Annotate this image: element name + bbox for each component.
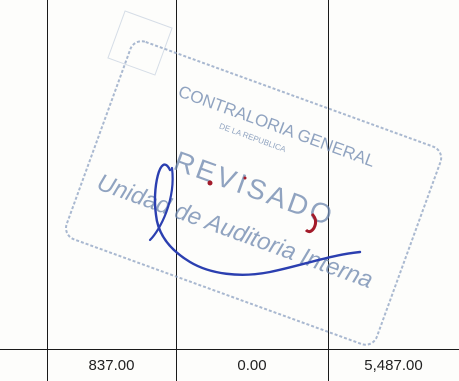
table-cell-value: 0.00: [237, 357, 267, 374]
table-column-divider: [176, 0, 177, 381]
table-cell-value: 837.00: [88, 357, 135, 374]
table-row-divider: [0, 349, 459, 350]
table-column-divider: [328, 0, 329, 381]
table-cell-value: 5,487.00: [364, 357, 423, 374]
table-column-divider: [47, 0, 48, 381]
